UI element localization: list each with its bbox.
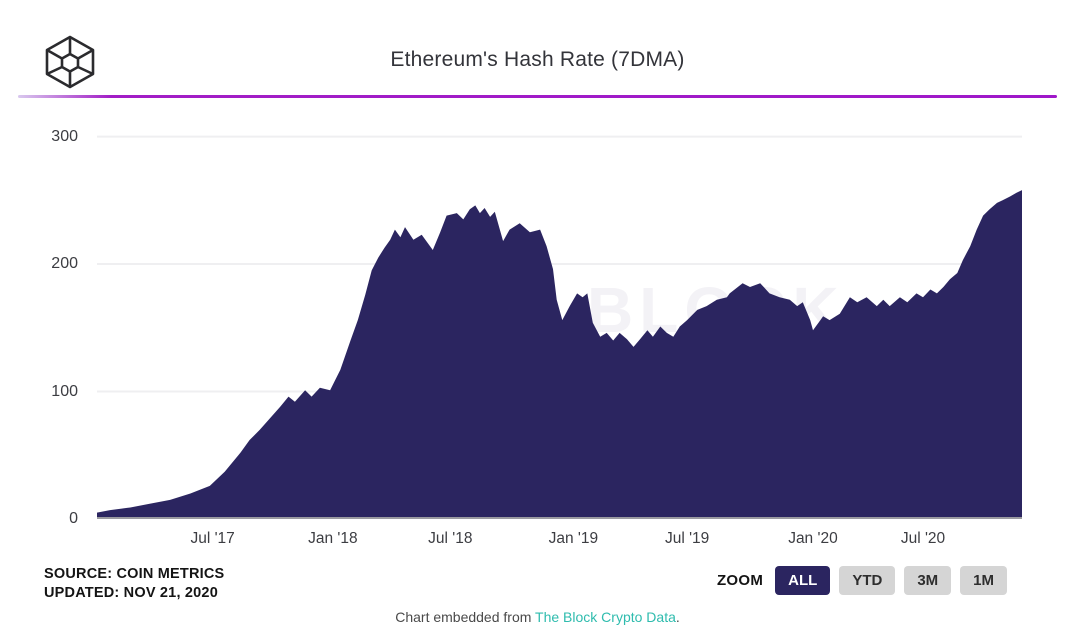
x-axis-label: Jan '19 <box>548 530 599 547</box>
purple-divider <box>18 95 1057 98</box>
x-axis-label: Jul '17 <box>190 530 235 547</box>
y-axis-label: 100 <box>51 382 78 400</box>
embed-footer: Chart embedded from The Block Crypto Dat… <box>0 609 1075 625</box>
x-axis: Jul '17 Jan '18 Jul '18 Jan '19 Jul '19 Jan '… <box>97 530 1022 552</box>
hash-rate-series <box>97 190 1022 519</box>
zoom-controls: ZOOM ALL YTD 3M 1M <box>717 566 1007 595</box>
x-axis-label: Jan '18 <box>308 530 358 547</box>
the-block-logo-icon[interactable] <box>44 34 96 90</box>
y-axis-label: 0 <box>69 510 78 527</box>
source-attribution: SOURCE: COIN METRICS UPDATED: NOV 21, 20… <box>44 565 224 603</box>
zoom-button-3m[interactable]: 3M <box>904 566 952 595</box>
source-line: SOURCE: COIN METRICS <box>44 566 225 582</box>
y-axis: 0 100 200 300 <box>0 120 78 527</box>
zoom-button-all[interactable]: ALL <box>775 566 831 595</box>
zoom-button-ytd[interactable]: YTD <box>839 566 896 595</box>
hash-rate-area-chart: BLOCK <box>97 135 1022 519</box>
footer-text: Chart embedded from <box>395 609 536 625</box>
y-axis-label: 200 <box>51 255 78 273</box>
y-axis-label: 300 <box>51 127 78 145</box>
updated-line: UPDATED: NOV 21, 2020 <box>44 585 218 601</box>
x-axis-label: Jul '18 <box>428 530 473 547</box>
zoom-button-1m[interactable]: 1M <box>960 566 1007 595</box>
x-axis-label: Jul '19 <box>664 530 710 547</box>
zoom-label: ZOOM <box>716 572 764 589</box>
x-axis-label: Jul '20 <box>900 530 946 547</box>
the-block-crypto-data-link[interactable]: The Block Crypto Data <box>535 609 676 625</box>
x-axis-label: Jan '20 <box>788 530 838 547</box>
chart-title: Ethereum's Hash Rate (7DMA) <box>390 48 685 71</box>
footer-period: . <box>675 609 680 625</box>
plot-area: BLOCK <box>97 120 1022 519</box>
